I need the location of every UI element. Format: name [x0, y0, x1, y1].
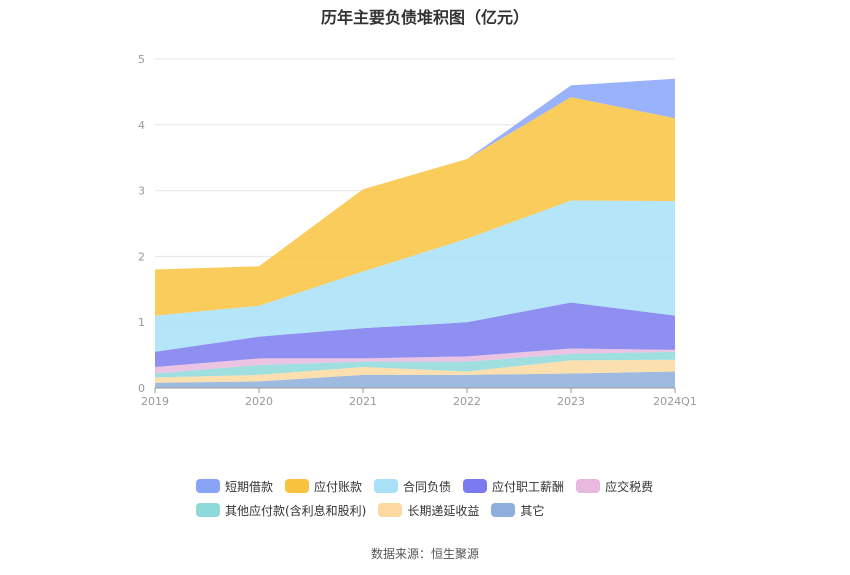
- data-source-note: 数据来源：恒生聚源: [370, 547, 479, 561]
- legend-item[interactable]: 其它: [491, 502, 544, 519]
- legend-item[interactable]: 应交税费: [576, 478, 653, 495]
- y-tick-label: 3: [138, 185, 145, 198]
- legend-label: 短期借款: [225, 479, 274, 494]
- x-tick-label: 2023: [557, 395, 585, 408]
- area-series-7: [155, 78, 675, 270]
- chart-legend: 短期借款 应付账款 合同负债 应付职工薪酬 应交税费其他应付款(含利息和股利) 长期递延收…: [196, 474, 696, 522]
- legend-item[interactable]: 应付账款: [285, 478, 362, 495]
- x-tick-label: 2024Q1: [653, 395, 697, 408]
- x-tick-label: 2020: [245, 395, 273, 408]
- legend-item[interactable]: 其他应付款(含利息和股利): [196, 502, 366, 519]
- y-tick-label: 5: [138, 53, 145, 66]
- legend-swatch: [463, 479, 488, 493]
- area-series-6: [155, 97, 675, 316]
- legend-item[interactable]: 短期借款: [196, 478, 273, 495]
- legend-row: 短期借款 应付账款 合同负债 应付职工薪酬 应交税费: [196, 474, 696, 498]
- legend-row: 其他应付款(含利息和股利) 长期递延收益 其它: [196, 498, 696, 522]
- y-tick-label: 0: [138, 382, 145, 395]
- area-series-2: [155, 351, 675, 378]
- x-tick-label: 2021: [349, 395, 377, 408]
- area-series-4: [155, 302, 675, 367]
- y-tick-label: 4: [138, 119, 145, 132]
- legend-item[interactable]: 长期递延收益: [378, 502, 479, 519]
- legend-label: 其它: [520, 503, 545, 518]
- legend-label: 应交税费: [605, 479, 654, 494]
- legend-swatch: [491, 503, 516, 517]
- legend-swatch: [378, 503, 403, 517]
- area-series-5: [155, 200, 675, 352]
- legend-item[interactable]: 合同负债: [374, 478, 451, 495]
- legend-swatch: [285, 479, 310, 493]
- legend-item[interactable]: 应付职工薪酬: [463, 478, 564, 495]
- chart-title: 历年主要负债堆积图（亿元）: [320, 8, 529, 27]
- y-tick-label: 1: [138, 316, 145, 329]
- legend-swatch: [196, 503, 220, 517]
- legend-label: 合同负债: [403, 479, 452, 494]
- area-series-0: [155, 371, 675, 388]
- legend-swatch: [374, 479, 399, 493]
- area-series-1: [155, 359, 675, 383]
- x-tick-label: 2019: [141, 395, 169, 408]
- legend-swatch: [576, 479, 601, 493]
- legend-label: 其他应付款(含利息和股利): [225, 503, 367, 518]
- legend-label: 应付账款: [314, 479, 363, 494]
- legend-label: 应付职工薪酬: [492, 479, 565, 494]
- legend-swatch: [196, 479, 220, 493]
- legend-label: 长期递延收益: [407, 503, 480, 518]
- area-series-3: [155, 348, 675, 374]
- x-tick-label: 2022: [453, 395, 481, 408]
- y-tick-label: 2: [138, 250, 145, 263]
